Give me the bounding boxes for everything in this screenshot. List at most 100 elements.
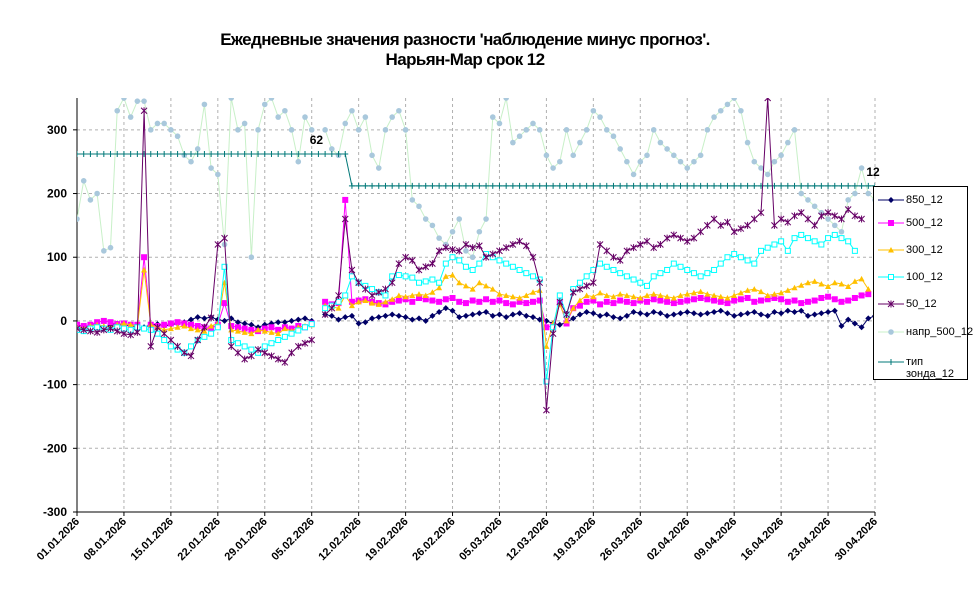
data-point [429, 289, 436, 295]
data-point [858, 324, 865, 331]
x-tick-label: 05.02.2026 [269, 516, 316, 563]
data-point [409, 298, 416, 305]
data-point [818, 294, 825, 301]
data-point [140, 107, 148, 115]
data-point [683, 237, 691, 245]
series-50_12 [77, 98, 865, 414]
data-point [188, 158, 194, 165]
data-point [147, 321, 154, 328]
data-point [831, 212, 839, 220]
data-point [342, 151, 349, 158]
data-point [845, 297, 852, 304]
x-tick-label: 08.01.2026 [82, 516, 129, 563]
data-point [690, 296, 697, 303]
data-point [188, 325, 194, 332]
data-point [382, 298, 389, 305]
data-point [489, 182, 496, 189]
data-point [402, 314, 409, 321]
data-point [576, 302, 583, 309]
data-point [831, 279, 838, 286]
data-point [831, 307, 838, 314]
data-point [831, 296, 838, 303]
data-point [818, 182, 825, 189]
data-point [402, 127, 409, 133]
data-point [476, 182, 483, 189]
data-point [248, 254, 255, 261]
data-point [416, 279, 422, 286]
data-point [261, 343, 268, 350]
data-point [771, 291, 778, 297]
data-point [483, 216, 489, 222]
data-point [603, 127, 610, 133]
data-point [583, 298, 590, 305]
legend-marker [887, 300, 895, 308]
data-point [475, 242, 483, 250]
data-point [630, 244, 637, 252]
data-point [120, 320, 127, 326]
data-point [657, 292, 664, 298]
data-point [328, 304, 336, 312]
data-point [865, 286, 872, 292]
data-point [670, 300, 677, 307]
data-point [804, 312, 811, 319]
data-point [429, 182, 436, 189]
data-point [261, 328, 268, 334]
data-point [697, 294, 704, 301]
data-point [476, 298, 483, 305]
data-point [496, 297, 503, 304]
data-point [785, 139, 791, 146]
data-point [154, 323, 161, 331]
data-point [704, 182, 711, 189]
data-point [516, 298, 523, 305]
data-point [94, 151, 101, 158]
data-point [121, 98, 127, 101]
data-point [302, 324, 308, 331]
data-point [751, 309, 758, 316]
data-point [583, 282, 591, 290]
data-point [603, 263, 610, 270]
legend-marker [888, 359, 894, 365]
data-point [201, 328, 208, 334]
data-point [677, 263, 684, 270]
data-point [476, 279, 483, 286]
data-point [617, 315, 624, 322]
data-point [281, 319, 288, 326]
data-point [690, 310, 697, 317]
data-point [563, 320, 570, 327]
data-point [543, 343, 550, 349]
chart-subtitle: Нарьян-Мар срок 12 [385, 50, 546, 69]
data-point [731, 251, 738, 258]
data-point [187, 352, 195, 360]
data-point [315, 151, 322, 158]
x-tick-label: 12.03.2026 [504, 516, 551, 563]
legend-label: напр_500_12 [906, 326, 974, 338]
legend-label: 500_12 [906, 217, 943, 229]
data-point [268, 324, 275, 331]
data-point [838, 298, 845, 305]
legend-label: 300_12 [906, 244, 943, 256]
data-point [797, 209, 805, 217]
data-point [603, 311, 610, 318]
data-point [328, 312, 335, 319]
data-point [818, 310, 825, 317]
data-point [630, 293, 637, 300]
data-point [811, 203, 818, 210]
data-point [523, 300, 530, 307]
data-point [717, 293, 724, 300]
data-point [141, 151, 148, 158]
data-point [731, 98, 737, 101]
data-point [610, 266, 617, 273]
data-point [825, 283, 832, 290]
data-point [456, 279, 463, 286]
data-point [80, 178, 87, 184]
data-point [637, 158, 644, 165]
y-tick-label: 0 [60, 314, 67, 328]
data-point [758, 247, 764, 254]
data-point [141, 266, 148, 273]
data-point [268, 98, 275, 101]
data-point [469, 244, 477, 252]
data-point [194, 326, 201, 333]
data-point [865, 190, 872, 197]
data-point [804, 235, 811, 242]
data-point [697, 273, 704, 280]
